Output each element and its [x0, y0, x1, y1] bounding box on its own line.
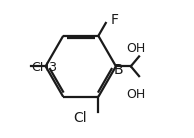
- Text: CH3: CH3: [32, 61, 58, 74]
- Text: B: B: [114, 63, 123, 77]
- Text: Cl: Cl: [73, 111, 87, 125]
- Text: OH: OH: [127, 88, 146, 101]
- Text: OH: OH: [127, 42, 146, 55]
- Text: F: F: [111, 13, 119, 27]
